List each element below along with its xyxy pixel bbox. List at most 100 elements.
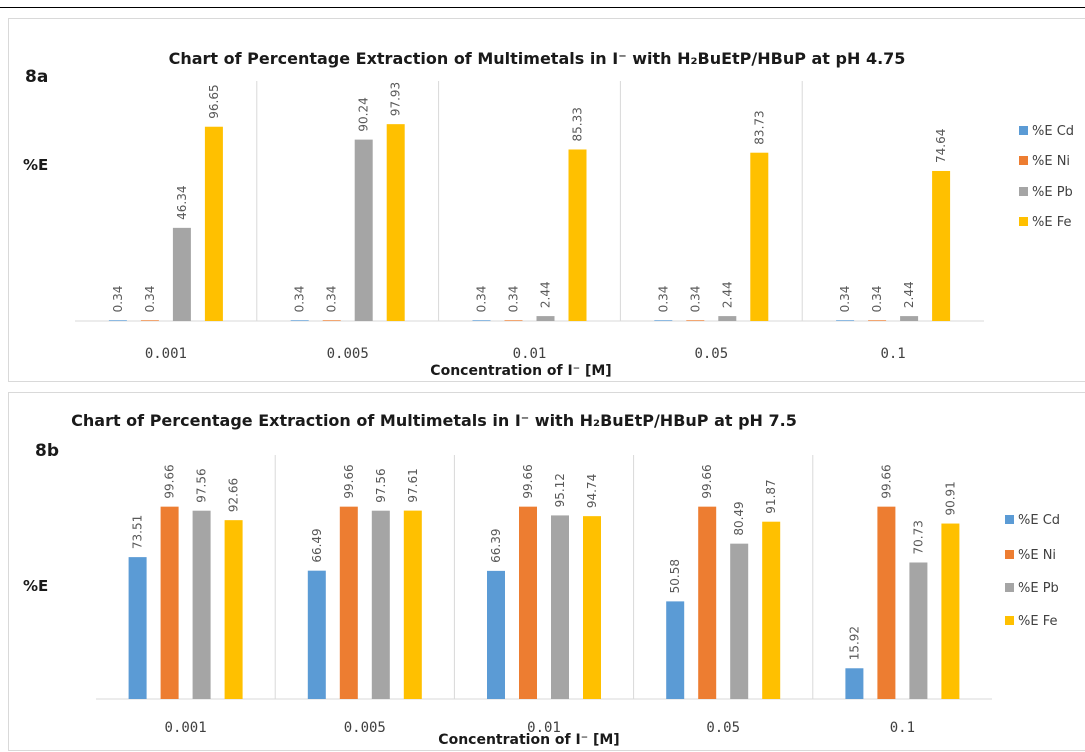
- data-label: 50.58: [668, 559, 682, 593]
- bar: [836, 320, 855, 321]
- data-label: 0.34: [111, 286, 125, 313]
- x-axis-label: Concentration of I⁻ [M]: [430, 363, 611, 379]
- data-label: 66.39: [489, 529, 503, 563]
- data-label: 90.24: [357, 97, 371, 131]
- x-tick-label: 0.05: [694, 346, 728, 362]
- bar: [386, 124, 405, 321]
- data-label: 97.93: [389, 82, 403, 116]
- bar: [472, 320, 491, 321]
- bar: [718, 316, 737, 321]
- bar: [519, 506, 537, 699]
- legend-swatch: [1005, 515, 1014, 524]
- x-tick-label: 0.005: [327, 346, 369, 362]
- data-label: 99.66: [163, 464, 177, 498]
- legend-swatch: [1005, 616, 1014, 625]
- bar: [172, 227, 191, 321]
- bar: [568, 149, 587, 321]
- bars-group: 0.001 73.51 99.66 97.56 92.66 0.005 66.49 99.66…: [96, 455, 992, 736]
- bar: [932, 170, 951, 321]
- data-label: 0.34: [475, 286, 489, 313]
- y-axis-label: %E: [23, 577, 48, 595]
- bar: [108, 320, 127, 321]
- x-tick-label: 0.001: [165, 720, 207, 736]
- legend-entry: %E Ni: [1018, 548, 1056, 563]
- data-label: 0.34: [688, 286, 702, 313]
- legend-entry: %E Pb: [1032, 185, 1073, 200]
- data-label: 0.34: [838, 286, 852, 313]
- data-label: 70.73: [911, 520, 925, 554]
- x-tick-label: 0.05: [706, 720, 740, 736]
- y-axis-label: %E: [23, 156, 48, 174]
- legend: %E Cd %E Ni %E Pb %E Fe: [1005, 513, 1060, 629]
- bar: [654, 320, 673, 321]
- bar: [666, 601, 685, 699]
- bar: [307, 570, 326, 699]
- bars-group: 0.001 0.34 0.34 46.34 96.65 0.005 0.34 0.34 90.2…: [75, 81, 984, 362]
- legend-swatch: [1019, 156, 1028, 165]
- bar: [762, 521, 781, 699]
- bar: [900, 316, 919, 321]
- data-label: 0.34: [293, 286, 307, 313]
- data-label: 2.44: [720, 281, 734, 308]
- x-tick-label: 0.1: [880, 346, 905, 362]
- data-label: 90.91: [943, 481, 957, 515]
- legend-entry: %E Pb: [1018, 581, 1059, 596]
- bar: [322, 320, 341, 321]
- x-tick-label: 0.001: [145, 346, 187, 362]
- bar: [730, 543, 749, 699]
- data-label: 0.34: [507, 286, 521, 313]
- legend-swatch: [1005, 550, 1014, 559]
- bar: [160, 506, 179, 699]
- data-label: 92.66: [227, 478, 241, 512]
- chart-8a-svg: Chart of Percentage Extraction of Multim…: [23, 49, 1074, 379]
- x-tick-label: 0.01: [513, 346, 547, 362]
- x-axis-label: Concentration of I⁻ [M]: [438, 732, 619, 748]
- bar: [583, 516, 601, 699]
- bar: [698, 506, 717, 699]
- data-label: 15.92: [847, 626, 861, 660]
- data-label: 96.65: [207, 84, 221, 118]
- data-label: 0.34: [325, 286, 339, 313]
- top-rule: [0, 7, 1085, 8]
- panel-label: 8a: [25, 67, 48, 87]
- bar: [941, 523, 960, 699]
- bar: [487, 570, 505, 699]
- bar: [371, 510, 390, 699]
- data-label: 66.49: [310, 528, 324, 562]
- legend-entry: %E Fe: [1032, 215, 1071, 230]
- data-label: 83.73: [752, 110, 766, 144]
- x-tick-label: 0.1: [890, 720, 915, 736]
- data-label: 0.34: [143, 286, 157, 313]
- bar: [403, 510, 422, 699]
- data-label: 85.33: [571, 107, 585, 141]
- bar: [192, 510, 211, 699]
- bar: [536, 316, 555, 321]
- bar: [290, 320, 309, 321]
- legend-entry: %E Cd: [1032, 124, 1074, 139]
- x-tick-label: 0.01: [527, 720, 561, 736]
- data-label: 95.12: [553, 473, 567, 507]
- x-tick-label: 0.005: [344, 720, 386, 736]
- panel-label: 8b: [35, 441, 59, 461]
- data-label: 97.56: [195, 468, 209, 502]
- chart-panel-8a: Chart of Percentage Extraction of Multim…: [8, 18, 1085, 382]
- legend: %E Cd %E Ni %E Pb %E Fe: [1019, 124, 1074, 230]
- data-label: 91.87: [764, 479, 778, 513]
- data-label: 0.34: [656, 286, 670, 313]
- bar: [868, 320, 887, 321]
- bar: [339, 506, 358, 699]
- data-label: 99.66: [879, 464, 893, 498]
- legend-swatch: [1005, 583, 1014, 592]
- data-label: 99.66: [521, 464, 535, 498]
- data-label: 99.66: [700, 464, 714, 498]
- chart-panel-8b: Chart of Percentage Extraction of Multim…: [8, 392, 1085, 751]
- bar: [354, 139, 373, 321]
- bar: [750, 152, 769, 321]
- data-label: 80.49: [732, 501, 746, 535]
- bar: [909, 562, 928, 699]
- data-label: 74.64: [934, 129, 948, 163]
- bar: [551, 515, 569, 699]
- bar: [686, 320, 705, 321]
- bar: [845, 668, 864, 699]
- bar: [140, 320, 159, 321]
